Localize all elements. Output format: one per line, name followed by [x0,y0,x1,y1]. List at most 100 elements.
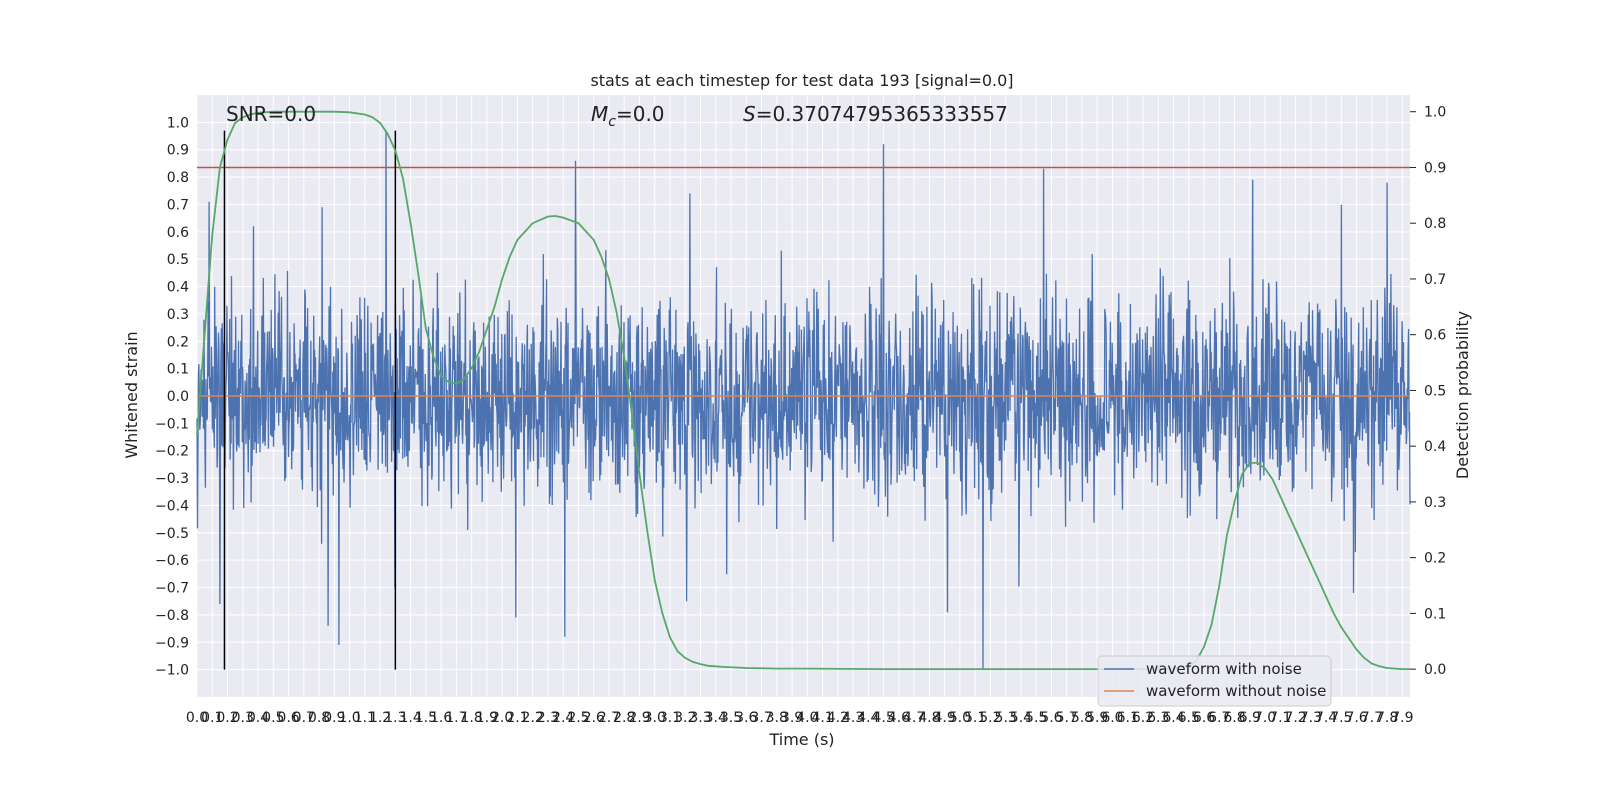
y-tick-label: −0.9 [155,635,189,651]
x-tick-label: 2.9 [628,710,650,726]
x-tick-label: 0.7 [293,710,315,726]
right-y-tick-label: 0.1 [1424,606,1446,622]
x-tick-label: 1.5 [415,710,437,726]
x-tick-label: 2.4 [552,710,574,726]
x-tick-label: 4.8 [918,710,940,726]
x-tick-label: 5.6 [1040,710,1062,726]
y-tick-label: 0.3 [167,307,189,323]
x-tick-label: 6.6 [1193,710,1215,726]
y-tick-label: −0.7 [155,581,189,597]
x-tick-label: 6.1 [1117,710,1139,726]
x-tick-label: 6.5 [1178,710,1200,726]
x-tick-label: 4.6 [888,710,910,726]
x-tick-label: 0.9 [323,710,345,726]
x-tick-label: 6.7 [1208,710,1230,726]
right-y-tick-label: 0.3 [1424,495,1446,511]
x-tick-label: 4.1 [811,710,833,726]
x-tick-labels: 0.00.10.20.30.40.50.60.70.80.91.01.11.21… [186,710,1414,726]
x-tick-label: 0.1 [201,710,223,726]
x-tick-label: 6.9 [1239,710,1261,726]
x-tick-label: 5.5 [1025,710,1047,726]
x-tick-label: 4.9 [934,710,956,726]
y-tick-label: 0.7 [167,197,189,213]
x-tick-label: 7.0 [1254,710,1276,726]
right-y-tick-labels: 0.0 0.1 0.2 0.3 0.4 0.5 0.6 0.7 0.8 0.9 1.0 [1410,105,1446,678]
right-y-tick-label: 0.4 [1424,439,1446,455]
right-y-tick-label: 1.0 [1424,105,1446,121]
y-tick-label: −1.0 [155,663,189,679]
y-tick-label: −0.6 [155,553,189,569]
x-tick-label: 5.1 [964,710,986,726]
right-y-tick-label: 0.8 [1424,216,1446,232]
x-tick-label: 3.4 [705,710,727,726]
x-tick-label: 2.6 [583,710,605,726]
x-tick-label: 2.1 [506,710,528,726]
x-tick-label: 6.8 [1223,710,1245,726]
snr-annotation: SNR=0.0 [226,102,316,126]
right-y-tick-label: 0.6 [1424,328,1446,344]
x-tick-label: 7.1 [1269,710,1291,726]
x-tick-label: 2.7 [598,710,620,726]
y-axis-label: Whitened strain [122,331,141,458]
x-tick-label: 3.6 [735,710,757,726]
x-tick-label: 7.3 [1300,710,1322,726]
x-tick-label: 4.3 [842,710,864,726]
x-tick-label: 0.8 [308,710,330,726]
x-tick-label: 3.0 [644,710,666,726]
y-tick-label: −0.8 [155,608,189,624]
x-tick-label: 3.9 [781,710,803,726]
x-tick-label: 0.4 [247,710,269,726]
x-tick-label: 1.1 [354,710,376,726]
noise-waveform-line [196,130,1411,670]
x-tick-label: 3.5 [720,710,742,726]
x-tick-label: 5.3 [995,710,1017,726]
detection-probability-line [196,110,1410,670]
x-tick-label: 7.6 [1345,710,1367,726]
x-tick-label: 7.7 [1361,710,1383,726]
y-tick-label: 1.0 [167,115,189,131]
y-tick-label: 0.5 [167,252,189,268]
x-tick-label: 0.0 [186,710,208,726]
right-y-tick-label: 0.0 [1424,662,1446,678]
y-tick-label: −0.5 [155,526,189,542]
y-tick-label: 0.8 [167,170,189,186]
x-tick-label: 0.5 [262,710,284,726]
x-tick-label: 0.2 [216,710,238,726]
x-tick-label: 5.8 [1071,710,1093,726]
legend-label-clean: waveform without noise [1146,682,1326,700]
x-tick-label: 3.3 [689,710,711,726]
x-tick-label: 1.2 [369,710,391,726]
x-tick-label: 2.8 [613,710,635,726]
y-tick-label: 0.6 [167,225,189,241]
x-tick-label: 6.4 [1162,710,1184,726]
x-tick-label: 6.2 [1132,710,1154,726]
x-tick-label: 4.4 [857,710,879,726]
noise-waveform-series [196,130,1411,670]
y-tick-label: −0.1 [155,416,189,432]
y-tick-label: 0.2 [167,334,189,350]
right-y-tick-label: 0.9 [1424,160,1446,176]
x-tick-label: 5.7 [1056,710,1078,726]
x-tick-label: 4.7 [903,710,925,726]
x-tick-label: 7.2 [1284,710,1306,726]
x-tick-label: 4.2 [827,710,849,726]
x-tick-label: 4.5 [872,710,894,726]
s-annotation: S=0.37074795365333557 [743,102,1008,126]
right-y-axis-label: Detection probability [1453,311,1472,479]
x-tick-label: 6.3 [1147,710,1169,726]
s-value: =0.37074795365333557 [756,102,1008,126]
detection-probability-series [196,110,1410,670]
x-tick-label: 1.6 [430,710,452,726]
x-axis-label: Time (s) [768,730,834,749]
y-tick-label: 0.9 [167,143,189,159]
mc-value: =0.0 [616,102,665,126]
x-tick-label: 0.6 [277,710,299,726]
s-symbol: S [743,102,756,126]
x-tick-label: 2.0 [491,710,513,726]
legend: waveform with noise waveform without noi… [1097,655,1332,707]
x-tick-label: 1.9 [476,710,498,726]
x-tick-label: 0.3 [232,710,254,726]
legend-label-noise: waveform with noise [1146,660,1302,678]
mc-subscript: c [608,114,616,130]
y-tick-label: −0.3 [155,471,189,487]
